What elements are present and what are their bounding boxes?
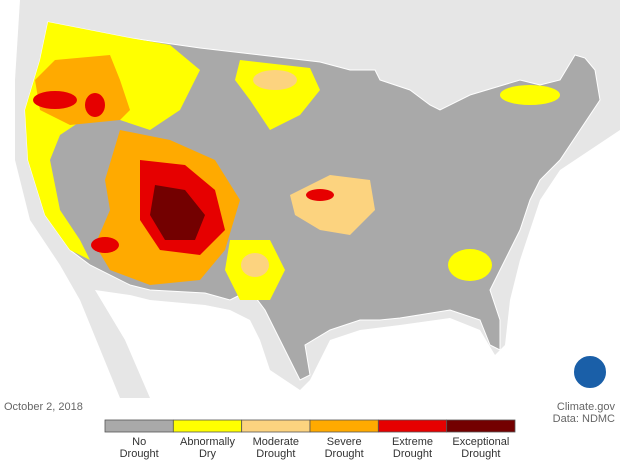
legend-label: Drought: [393, 448, 432, 460]
extreme-region: [85, 93, 105, 117]
legend-swatch: [241, 419, 311, 433]
dry-region: [500, 85, 560, 105]
legend-label: Exceptional: [452, 436, 509, 448]
extreme-region: [306, 189, 334, 201]
legend-label: Severe: [327, 436, 362, 448]
legend: NoDroughtAbnormallyDryModerateDroughtSev…: [104, 419, 516, 460]
legend-label: Drought: [120, 448, 159, 460]
data-credit: Data: NDMC: [553, 413, 615, 425]
date: October 2, 2018: [4, 401, 83, 413]
moderate-region: [253, 70, 297, 90]
legend-swatch: [309, 419, 379, 433]
exceptional-region: [150, 185, 205, 240]
dry-region: [448, 249, 492, 281]
legend-label: Extreme: [392, 436, 433, 448]
legend-swatch: [104, 419, 174, 433]
legend-label: Moderate: [253, 436, 299, 448]
moderate-region: [290, 175, 375, 235]
legend-label: Drought: [461, 448, 500, 460]
extreme-region: [91, 237, 119, 253]
map: [15, 0, 620, 398]
moderate-region: [241, 253, 269, 277]
legend-label: Abnormally: [180, 436, 236, 448]
legend-label: No: [132, 436, 146, 448]
legend-swatch: [172, 419, 243, 433]
legend-swatch: [377, 419, 448, 433]
source: Climate.gov: [557, 401, 616, 413]
legend-label: Drought: [256, 448, 295, 460]
legend-swatch: [446, 419, 516, 433]
noaa-logo: [572, 354, 608, 390]
legend-label: Dry: [199, 448, 217, 460]
extreme-region: [33, 91, 77, 109]
legend-label: Drought: [325, 448, 364, 460]
